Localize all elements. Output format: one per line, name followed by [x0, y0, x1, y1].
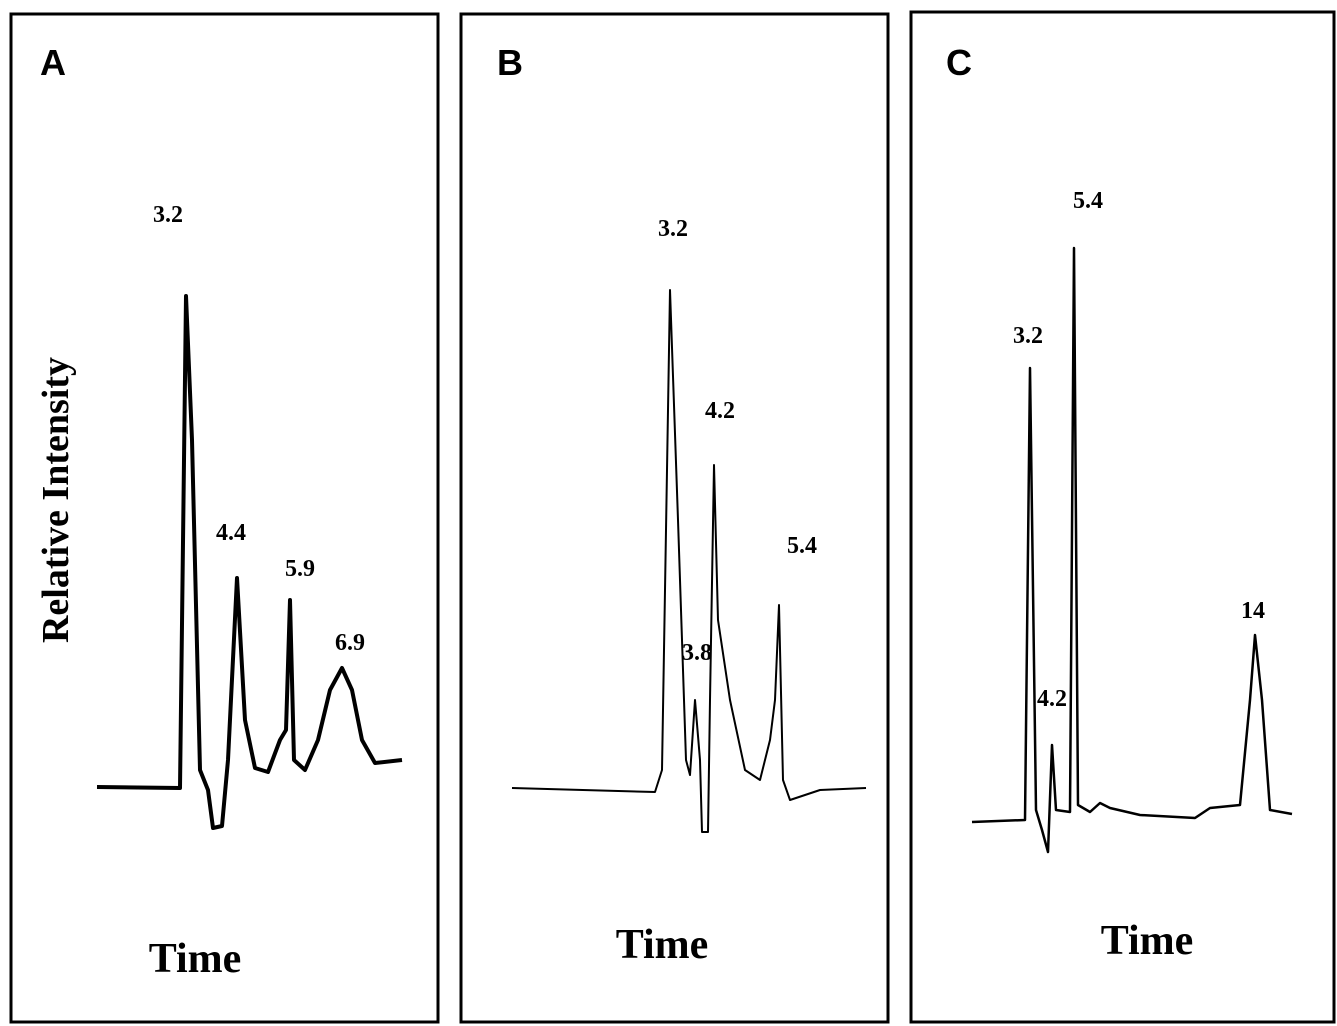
x-axis-label: Time — [149, 936, 242, 982]
peak-label: 14 — [1241, 598, 1265, 624]
peak-label: 3.2 — [153, 202, 183, 228]
peak-label: 4.2 — [705, 398, 735, 424]
peak-label: 4.2 — [1037, 686, 1067, 712]
panel-frame — [9, 12, 440, 1024]
x-axis-label: Time — [616, 922, 709, 968]
peak-label: 5.9 — [285, 556, 315, 582]
panel-frame — [459, 12, 890, 1024]
panel-label: A — [40, 42, 66, 83]
chromatogram-trace — [971, 246, 1293, 854]
x-axis-label: Time — [1101, 918, 1194, 964]
panel-label: C — [946, 42, 972, 83]
y-axis-label: Relative Intensity — [35, 357, 77, 643]
peak-label: 6.9 — [335, 630, 365, 656]
peak-label: 3.8 — [682, 640, 712, 666]
peak-label: 5.4 — [1073, 188, 1103, 214]
panel-frame — [909, 10, 1336, 1024]
peak-label: 3.2 — [658, 216, 688, 242]
chromatogram-trace — [511, 289, 867, 833]
peak-label: 4.4 — [216, 520, 246, 546]
peak-label: 3.2 — [1013, 323, 1043, 349]
panel-label: B — [497, 42, 523, 83]
peak-label: 5.4 — [787, 533, 817, 559]
chromatogram-trace — [96, 294, 403, 830]
